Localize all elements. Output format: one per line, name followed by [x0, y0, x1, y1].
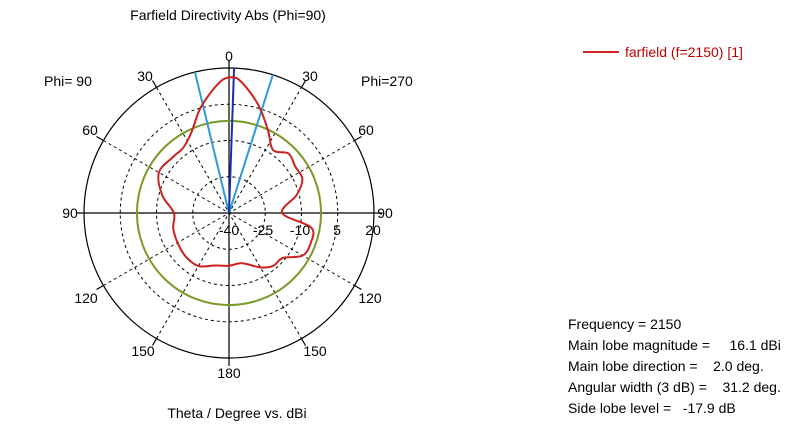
- chart-title: Farfield Directivity Abs (Phi=90): [130, 7, 326, 23]
- angle-label: 150: [303, 343, 327, 359]
- radial-tick-label: -25: [253, 222, 273, 238]
- legend-line-swatch: [583, 51, 619, 53]
- main-lobe-direction-text: Main lobe direction = 2.0 deg.: [568, 358, 764, 374]
- angle-label: 60: [82, 122, 98, 138]
- radial-tick-label: 5: [333, 222, 341, 238]
- main-lobe-marker: [228, 68, 236, 214]
- angle-label: 30: [137, 68, 153, 84]
- polar-chart: Farfield Directivity Abs (Phi=90) Phi= 9…: [44, 7, 413, 421]
- tick-150: [300, 338, 307, 346]
- phi-right-label: Phi=270: [361, 73, 413, 89]
- radial-tick-label: 20: [365, 222, 381, 238]
- x-axis-label: Theta / Degree vs. dBi: [167, 405, 306, 421]
- angular-width-text: Angular width (3 dB) = 31.2 deg.: [568, 379, 781, 395]
- beamwidth-line-2: [228, 74, 274, 214]
- chart-marks: [135, 68, 323, 307]
- angle-labels: 0 30 30 60 60 90 90 120 120 150 150 180: [62, 48, 393, 381]
- angle-label: 0: [225, 48, 233, 64]
- frequency-text: Frequency = 2150: [568, 316, 682, 332]
- side-lobe-level-text: Side lobe level = -17.9 dB: [568, 400, 736, 416]
- radial-tick-label: -10: [290, 222, 310, 238]
- tick-120: [354, 284, 362, 291]
- radial-tick-label: -40: [219, 222, 239, 238]
- tick-330: [151, 80, 158, 88]
- angle-label: 90: [62, 205, 78, 221]
- angle-label: 60: [358, 122, 374, 138]
- series-line-1: [157, 76, 315, 269]
- phi-left-label: Phi= 90: [44, 73, 92, 89]
- angle-label: 180: [217, 365, 241, 381]
- tick-240: [96, 284, 104, 291]
- tick-300: [96, 135, 104, 142]
- result-summary: Frequency = 2150 Main lobe magnitude = 1…: [568, 314, 781, 419]
- angle-label: 120: [358, 290, 382, 306]
- legend: farfield (f=2150) [1]: [583, 44, 743, 60]
- tick-30: [300, 80, 307, 88]
- radial-tick-labels: -40 -25 -10 5 20: [219, 222, 381, 238]
- reference-level-circle: [135, 119, 323, 307]
- legend-label: farfield (f=2150) [1]: [625, 44, 743, 60]
- angle-label: 120: [74, 290, 98, 306]
- beamwidth-line-1: [193, 71, 230, 214]
- angle-label: 90: [377, 205, 393, 221]
- main-lobe-magnitude-text: Main lobe magnitude = 16.1 dBi: [568, 337, 781, 353]
- angle-label: 150: [131, 343, 155, 359]
- tick-210: [151, 338, 158, 346]
- tick-60: [354, 135, 362, 142]
- angle-label: 30: [302, 68, 318, 84]
